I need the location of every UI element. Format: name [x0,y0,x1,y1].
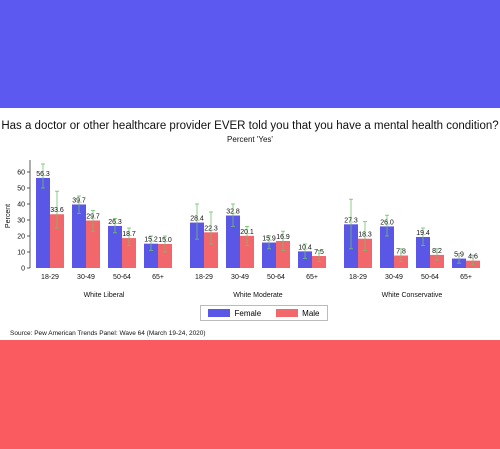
data-label-male: 18.3 [358,232,372,239]
legend-label-male: Male [302,308,320,318]
data-label-male: 18.7 [122,231,136,238]
source-note: Source: Pew American Trends Panel: Wave … [10,330,206,337]
data-label-male: 8.2 [432,248,442,255]
bar-female [144,243,158,268]
x-tick-label: 50-64 [267,274,285,281]
data-label-female: 56.3 [36,171,50,178]
data-label-female: 39.7 [72,197,86,204]
bar-chart: 0 10 20 30 40 50 60 Percent 56.3 33.6 18-29 39.7 29.… [5,160,480,299]
legend-swatch-male [276,309,299,317]
y-tick-label: 30 [17,218,25,225]
data-label-male: 29.7 [86,213,100,220]
y-tick-label: 40 [17,202,25,209]
bar-male [358,238,372,268]
data-label-female: 15.2 [144,237,158,244]
bar-male [50,214,64,268]
data-label-male: 33.6 [50,207,64,214]
data-label-female: 26.0 [380,219,394,226]
bar-female [262,242,276,268]
bar-female [72,204,86,268]
y-tick-label: 60 [17,170,25,177]
x-tick-label: 65+ [306,274,318,281]
bar-female [298,251,312,268]
data-label-male: 22.3 [204,225,218,232]
bar-male [86,220,100,268]
bar-male [240,235,254,268]
data-label-female: 5.9 [454,252,464,259]
group-label: White Conservative [382,292,443,299]
bar-female [380,226,394,268]
data-label-male: 15.0 [158,237,172,244]
bar-female [190,222,204,268]
x-tick-label: 65+ [460,274,472,281]
bar-male [122,238,136,268]
data-label-female: 26.3 [108,219,122,226]
y-tick-label: 50 [17,186,25,193]
x-tick-label: 50-64 [113,274,131,281]
data-label-female: 19.4 [416,230,430,237]
y-tick-label: 0 [21,266,25,273]
chart-panel: Has a doctor or other healthcare provide… [0,108,500,340]
bar-female [36,177,50,268]
legend-label-female: Female [234,308,262,318]
bar-male [430,254,444,268]
bar-female [226,215,240,268]
legend-item-male: Male [276,308,320,318]
bar-female [416,236,430,268]
data-label-male: 16.9 [276,234,290,241]
bar-male [204,232,218,268]
data-label-female: 32.8 [226,209,240,216]
x-tick-label: 65+ [152,274,164,281]
x-tick-label: 30-49 [77,274,95,281]
top-band [0,0,500,108]
data-label-male: 7.5 [314,249,324,256]
data-label-female: 27.3 [344,217,358,224]
data-label-female: 15.9 [262,236,276,243]
legend-swatch-female [208,309,231,317]
data-label-female: 10.4 [298,244,312,251]
group-label: White Liberal [84,292,125,299]
x-tick-label: 18-29 [195,274,213,281]
data-label-female: 28.4 [190,216,204,223]
bar-male [276,240,290,268]
chart-subtitle: Percent 'Yes' [227,135,273,144]
data-label-male: 20.1 [240,229,254,236]
y-tick-label: 10 [17,250,25,257]
data-label-male: 4.6 [468,254,478,261]
y-axis-label: Percent [5,204,12,228]
y-tick-label: 20 [17,234,25,241]
bottom-band [0,340,500,449]
x-tick-label: 18-29 [41,274,59,281]
x-tick-label: 30-49 [385,274,403,281]
legend: Female Male [200,305,328,321]
bar-female [108,225,122,268]
legend-item-female: Female [208,309,261,318]
x-tick-label: 30-49 [231,274,249,281]
data-label-male: 7.8 [396,249,406,256]
bar-male [158,244,172,268]
chart-title: Has a doctor or other healthcare provide… [1,120,499,132]
x-tick-label: 50-64 [421,274,439,281]
x-tick-label: 18-29 [349,274,367,281]
group-label: White Moderate [233,292,283,299]
